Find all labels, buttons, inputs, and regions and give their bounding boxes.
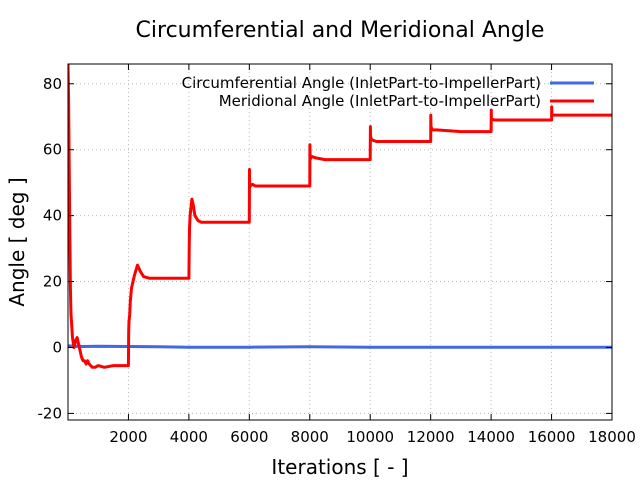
y-tick-label: -20: [38, 404, 63, 422]
y-tick-label: 0: [52, 338, 62, 356]
x-tick-label: 16000: [528, 428, 576, 446]
x-tick-label: 2000: [109, 428, 147, 446]
x-tick-label: 8000: [291, 428, 329, 446]
x-tick-label: 18000: [588, 428, 636, 446]
axis-ticks: 2000 4000 6000 8000 10000 12000 14000 16000 1800…: [38, 64, 636, 446]
y-tick-label: 20: [43, 273, 62, 291]
y-tick-label: 40: [43, 207, 62, 225]
chart-title: Circumferential and Meridional Angle: [136, 18, 545, 43]
plot-frame: [67, 63, 613, 421]
y-tick-label: 60: [43, 141, 62, 159]
y-axis-label: Angle [ deg ]: [5, 177, 29, 306]
x-tick-label: 6000: [230, 428, 268, 446]
series-line-0: [68, 344, 612, 349]
x-tick-label: 14000: [467, 428, 515, 446]
legend: Circumferential Angle (InletPart-to-Impe…: [182, 74, 594, 110]
series-lines: [68, 64, 612, 369]
y-tick-label: 80: [43, 75, 62, 93]
grid: [68, 64, 612, 420]
legend-label-0: Circumferential Angle (InletPart-to-Impe…: [182, 74, 541, 92]
x-axis-label: Iterations [ - ]: [271, 455, 408, 479]
x-tick-label: 12000: [407, 428, 455, 446]
x-tick-label: 4000: [170, 428, 208, 446]
x-tick-label: 10000: [346, 428, 394, 446]
legend-label-1: Meridional Angle (InletPart-to-ImpellerP…: [219, 92, 541, 110]
series-line-1: [68, 64, 612, 369]
